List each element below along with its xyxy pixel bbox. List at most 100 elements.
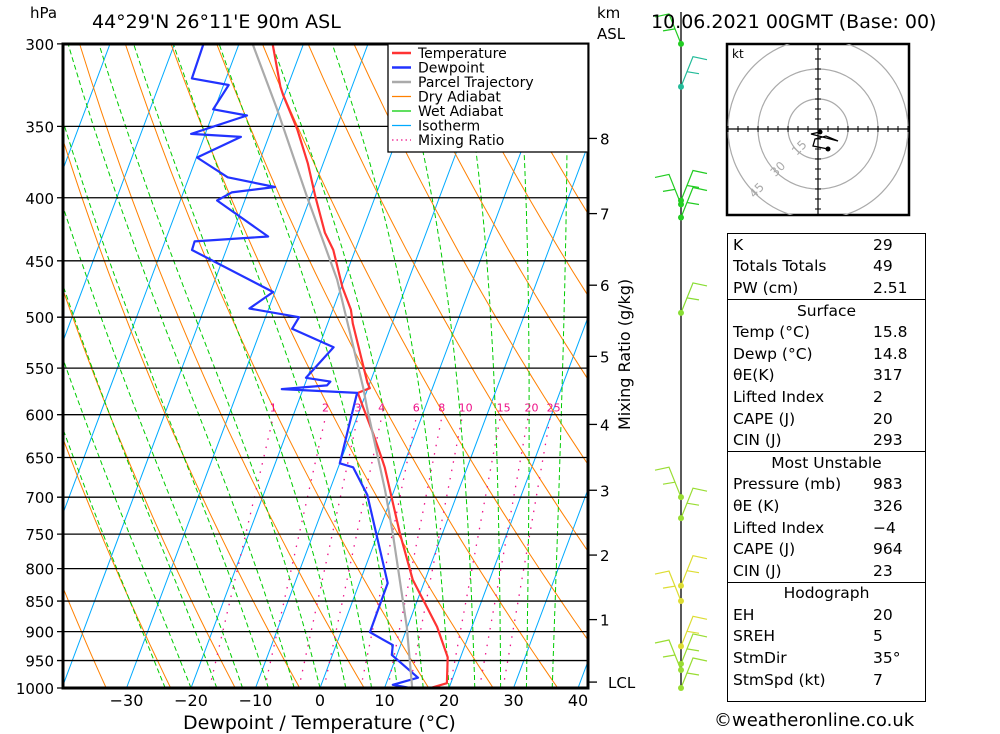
mixing-ratio-label: 25 bbox=[547, 402, 561, 415]
km-tick-label: 1 bbox=[600, 612, 610, 630]
dry-adiabat-line bbox=[80, 44, 365, 688]
section-title: Most Unstable bbox=[728, 452, 925, 474]
wind-barb-flag bbox=[687, 649, 699, 651]
index-value: 20 bbox=[873, 410, 925, 428]
pressure-tick-label: 1000 bbox=[16, 680, 54, 698]
wind-barb bbox=[655, 571, 681, 601]
x-tick-label: 0 bbox=[315, 691, 325, 710]
wind-level-dot bbox=[678, 201, 684, 207]
x-tick-label: −30 bbox=[110, 691, 144, 710]
index-label: CIN (J) bbox=[733, 431, 873, 449]
km-tick-label: LCL bbox=[608, 674, 636, 692]
index-row: θE (K)326 bbox=[728, 495, 925, 517]
index-value: 7 bbox=[873, 671, 925, 689]
index-value: 49 bbox=[873, 257, 925, 275]
index-value: 29 bbox=[873, 236, 925, 254]
mixing-ratio-label: 20 bbox=[525, 402, 539, 415]
wind-barb-flag bbox=[687, 503, 699, 505]
pressure-tick-label: 400 bbox=[25, 190, 54, 208]
wind-barb-flag bbox=[687, 298, 699, 300]
pressure-tick-label: 900 bbox=[25, 624, 54, 642]
wind-barb bbox=[681, 634, 707, 664]
wind-barb bbox=[681, 171, 707, 201]
index-value: 2.51 bbox=[873, 279, 925, 297]
index-value: −4 bbox=[873, 519, 925, 537]
x-tick-label: 20 bbox=[439, 691, 459, 710]
pressure-tick-label: 500 bbox=[25, 309, 54, 327]
index-label: StmDir bbox=[733, 649, 873, 667]
index-value: 20 bbox=[873, 606, 925, 624]
wind-barb bbox=[655, 174, 681, 204]
pressure-tick-label: 350 bbox=[25, 118, 54, 136]
legend-label: Mixing Ratio bbox=[418, 133, 504, 149]
index-row: Pressure (mb)983 bbox=[728, 474, 925, 496]
mixing-ratio-label: 10 bbox=[459, 402, 473, 415]
section-title: Surface bbox=[728, 300, 925, 322]
pressure-tick-label: 850 bbox=[25, 593, 54, 611]
x-axis-title: Dewpoint / Temperature (°C) bbox=[183, 714, 456, 733]
wind-barb bbox=[681, 283, 707, 313]
index-label: K bbox=[733, 236, 873, 254]
index-row: Dewp (°C)14.8 bbox=[728, 343, 925, 365]
index-row: CIN (J)293 bbox=[728, 429, 925, 451]
index-label: Lifted Index bbox=[733, 519, 873, 537]
mixing-ratio-label: 15 bbox=[497, 402, 511, 415]
index-value: 293 bbox=[873, 431, 925, 449]
wind-barb-flag bbox=[687, 571, 699, 573]
pressure-tick-label: 600 bbox=[25, 407, 54, 425]
hodograph-end-dot bbox=[826, 147, 831, 152]
mixing-ratio-label: 1 bbox=[270, 402, 277, 415]
index-label: CAPE (J) bbox=[733, 410, 873, 428]
mixing-ratio-label: 4 bbox=[378, 402, 385, 415]
x-tick-label: 40 bbox=[568, 691, 588, 710]
wind-barb-flag bbox=[687, 673, 699, 675]
index-label: SREH bbox=[733, 627, 873, 645]
wind-barb-flag bbox=[663, 482, 675, 484]
x-tick-label: −20 bbox=[174, 691, 208, 710]
mixing-ratio-label: 3 bbox=[354, 402, 361, 415]
wind-barb-flag bbox=[663, 655, 675, 657]
index-value: 14.8 bbox=[873, 345, 925, 363]
index-row: CAPE (J)964 bbox=[728, 538, 925, 560]
wind-barb bbox=[681, 616, 707, 646]
asl-label: ASL bbox=[597, 27, 625, 42]
mixing-ratio-line bbox=[265, 415, 326, 688]
index-label: EH bbox=[733, 606, 873, 624]
index-row: Temp (°C)15.8 bbox=[728, 321, 925, 343]
wind-barb bbox=[681, 658, 707, 688]
mixing-ratio-line bbox=[450, 415, 501, 688]
wind-barb bbox=[681, 556, 707, 586]
index-value: 5 bbox=[873, 627, 925, 645]
wind-barb-flag bbox=[663, 586, 675, 588]
wind-barb-flag bbox=[663, 189, 675, 191]
index-label: PW (cm) bbox=[733, 279, 873, 297]
index-label: θE (K) bbox=[733, 497, 873, 515]
dewpoint-line bbox=[191, 44, 418, 688]
index-label: Dewp (°C) bbox=[733, 345, 873, 363]
isotherm-line bbox=[0, 44, 110, 688]
copyright-link[interactable]: ©weatheronline.co.uk bbox=[714, 712, 914, 730]
index-row: CAPE (J)20 bbox=[728, 408, 925, 430]
pressure-tick-label: 800 bbox=[25, 561, 54, 579]
index-value: 964 bbox=[873, 540, 925, 558]
pressure-tick-label: 550 bbox=[25, 360, 54, 378]
index-row: PW (cm)2.51 bbox=[728, 277, 925, 299]
mixing-ratio-line bbox=[480, 415, 529, 688]
index-label: CAPE (J) bbox=[733, 540, 873, 558]
pressure-tick-label: 950 bbox=[25, 653, 54, 671]
km-tick-label: 4 bbox=[600, 416, 610, 434]
dry-adiabat-line bbox=[948, 44, 1000, 688]
mixing-ratio-line bbox=[210, 415, 274, 688]
index-label: Lifted Index bbox=[733, 388, 873, 406]
index-value: 2 bbox=[873, 388, 925, 406]
mixing-ratio-line bbox=[299, 415, 359, 688]
mixing-ratio-label: 8 bbox=[438, 402, 445, 415]
wind-profile bbox=[655, 12, 707, 691]
isotherm-line bbox=[62, 44, 304, 688]
